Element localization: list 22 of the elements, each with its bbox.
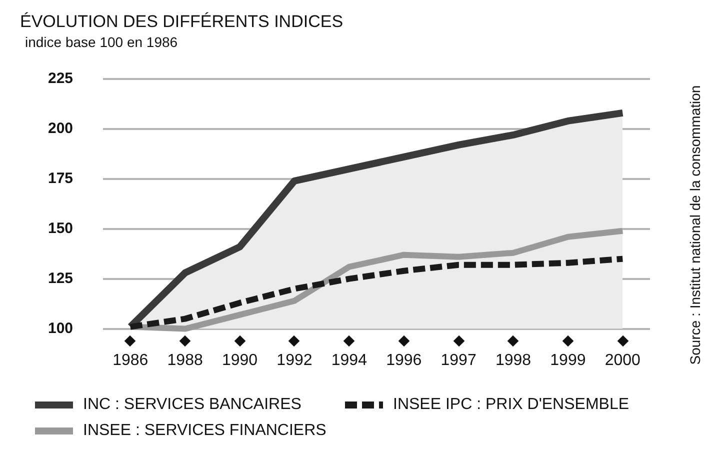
x-tick-label: 1986 bbox=[112, 352, 148, 369]
chart-subtitle: indice base 100 en 1986 bbox=[25, 34, 178, 50]
x-tick-label: 1988 bbox=[167, 352, 203, 369]
chart-title: ÉVOLUTION DES DIFFÉRENTS INDICES bbox=[20, 12, 344, 32]
x-tick-label: 1999 bbox=[550, 352, 586, 369]
legend-label: INSEE IPC : PRIX D'ENSEMBLE bbox=[393, 396, 630, 414]
x-tick-label: 1997 bbox=[440, 352, 476, 369]
x-tick-label: 1998 bbox=[495, 352, 532, 369]
y-tick-label: 100 bbox=[48, 320, 74, 337]
x-tick-label: 1996 bbox=[386, 352, 422, 369]
x-tick-label: 1994 bbox=[331, 352, 368, 369]
x-tick-label: 1992 bbox=[276, 352, 312, 369]
legend-label: INSEE : SERVICES FINANCIERS bbox=[83, 422, 326, 440]
x-tick-label: 1990 bbox=[222, 352, 258, 369]
y-tick-label: 175 bbox=[48, 170, 74, 188]
legend-label: INC : SERVICES BANCAIRES bbox=[83, 396, 302, 414]
y-tick-label: 150 bbox=[48, 220, 74, 238]
y-tick-label: 125 bbox=[48, 270, 74, 287]
y-tick-label: 200 bbox=[48, 120, 74, 138]
y-tick-label: 225 bbox=[48, 70, 74, 88]
source-note: Source : Institut national de la consommation bbox=[687, 85, 703, 365]
x-tick-label: 2000 bbox=[604, 352, 641, 369]
